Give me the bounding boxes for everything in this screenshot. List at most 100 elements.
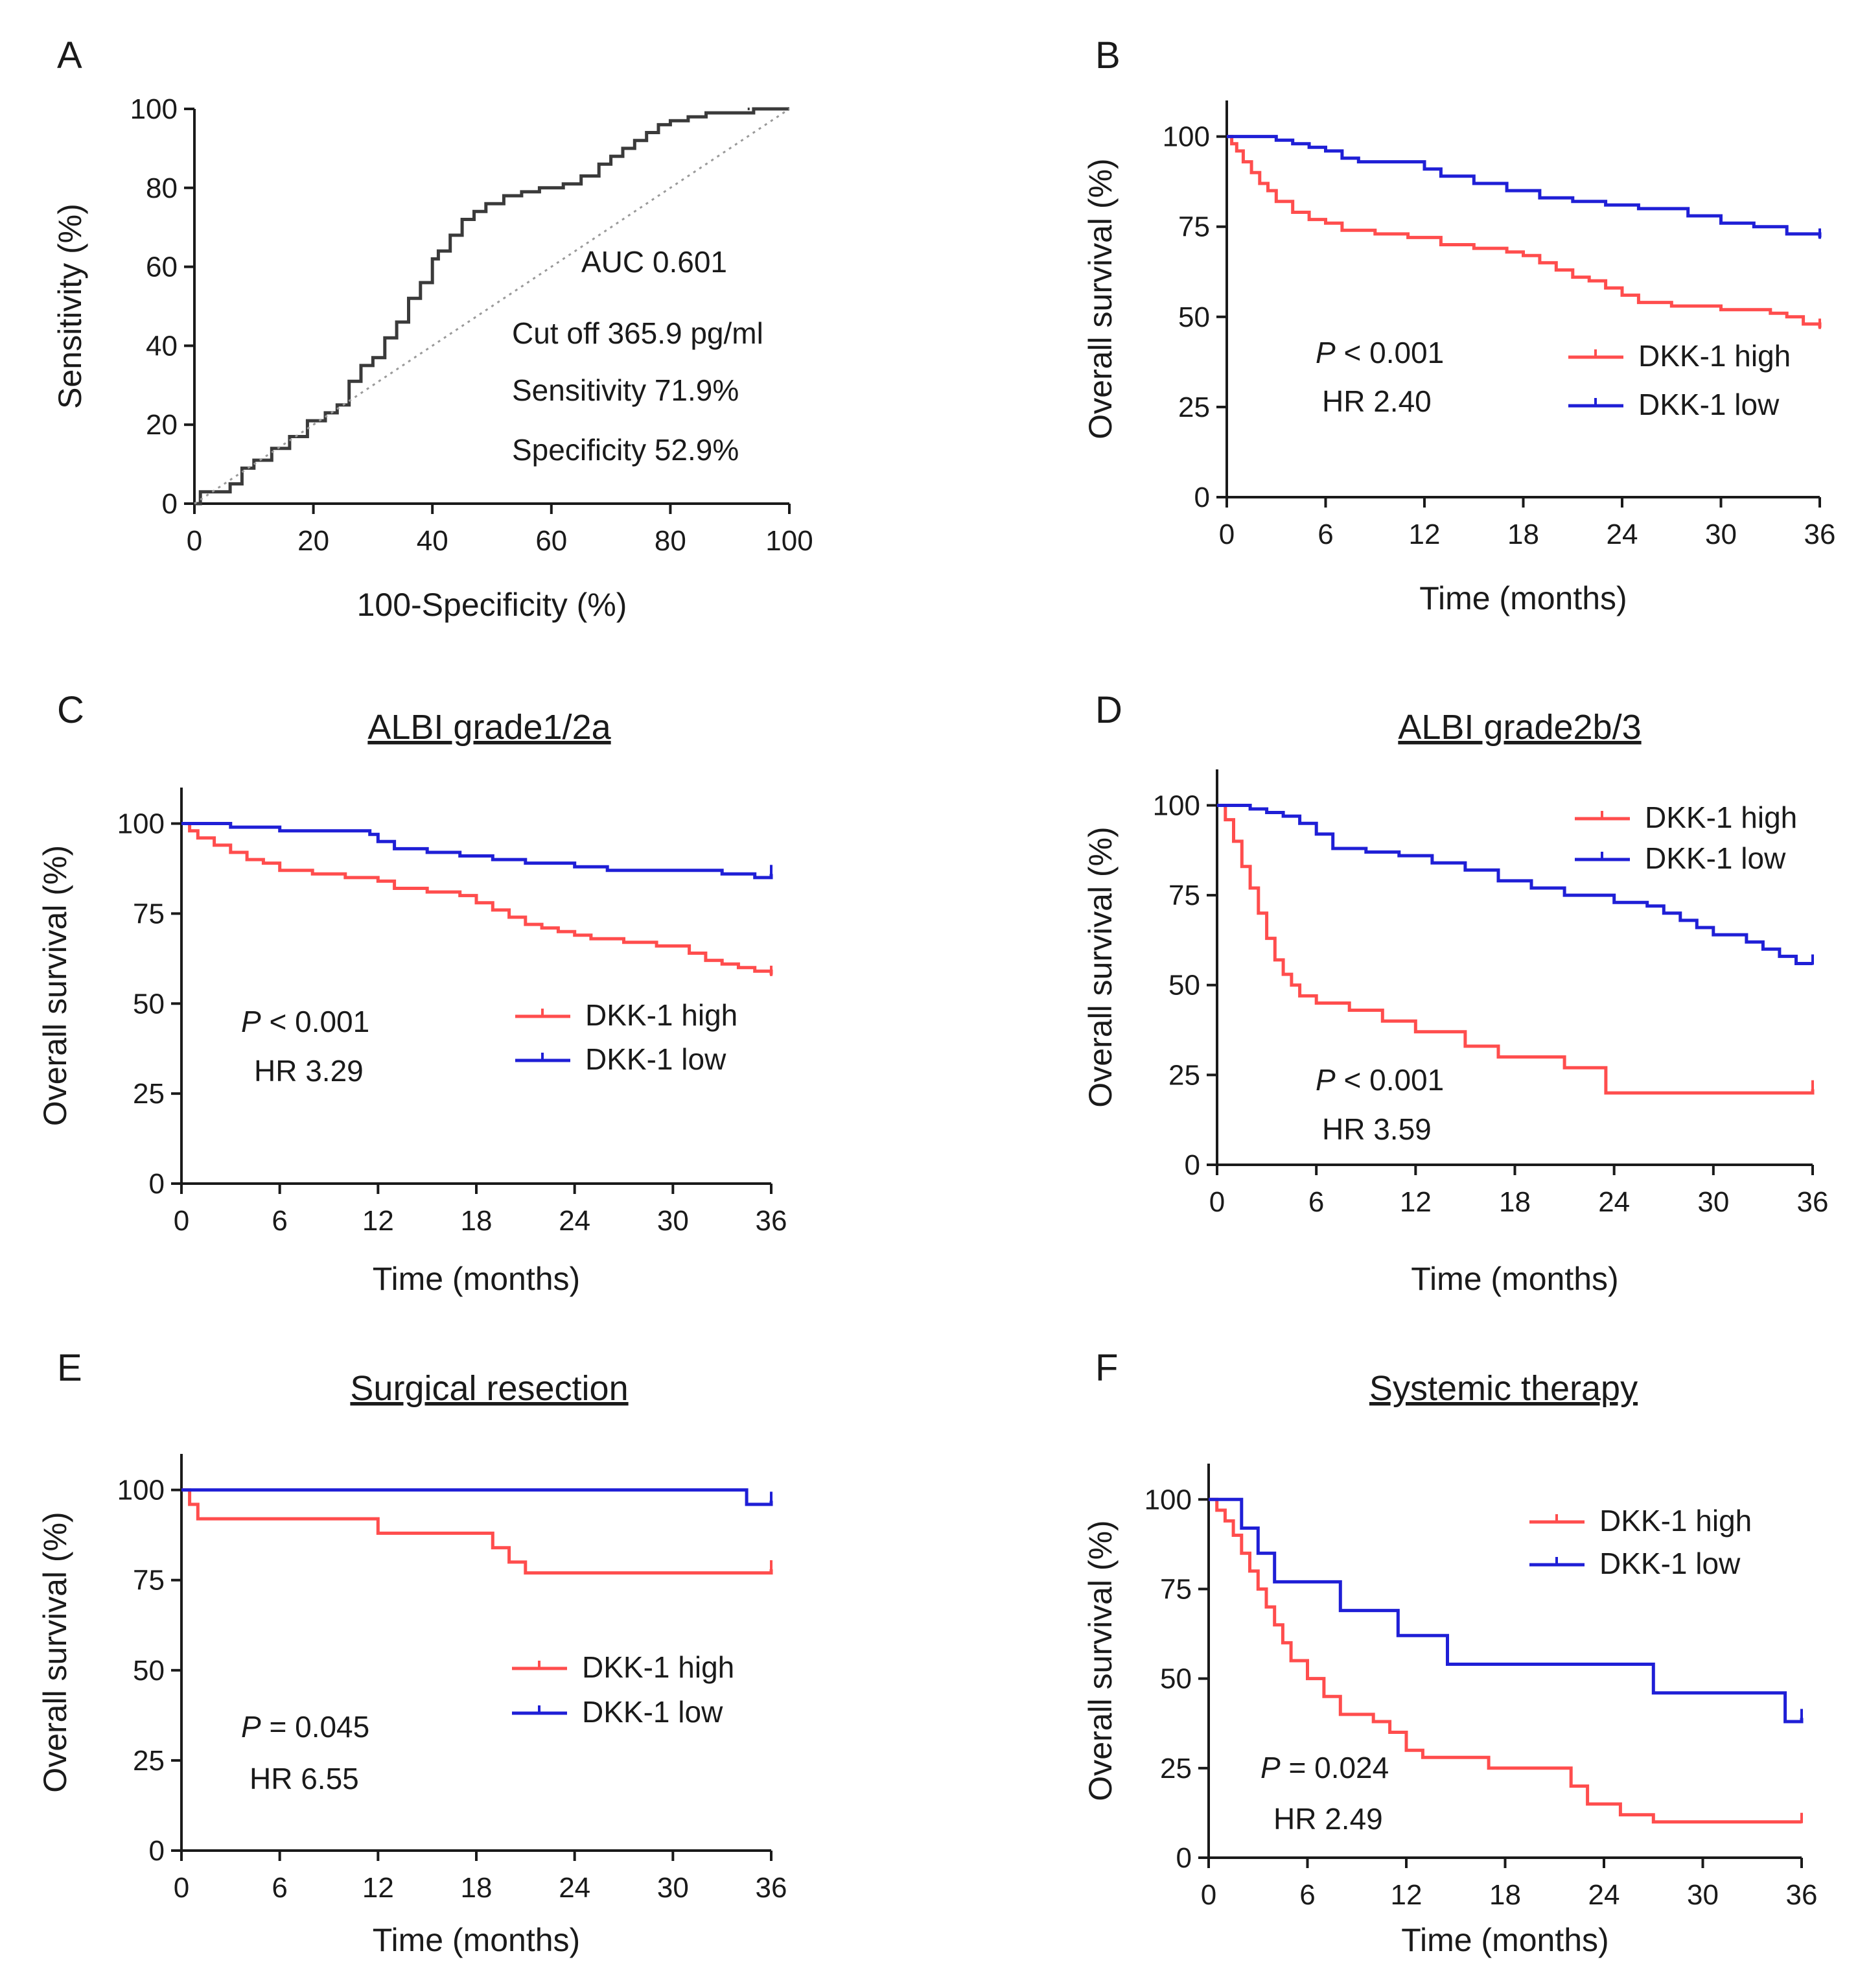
x-tick-label: 60 — [535, 525, 567, 557]
x-tick-label: 18 — [461, 1205, 493, 1237]
legend-label: DKK-1 high — [1599, 1504, 1752, 1538]
x-tick-label: 12 — [362, 1205, 394, 1237]
panel-a: A 0 20 40 60 80 100 0 20 40 60 80 100 100-Specificity… — [52, 34, 813, 623]
panel-e: E Surgical resection 0 6 12 18 24 30 36 0 25 50 75 10… — [37, 1347, 787, 1958]
y-axis-label: Overall survival (%) — [1082, 158, 1119, 439]
x-tick-label: 100 — [765, 525, 813, 557]
panel-title: ALBI grade2b/3 — [1398, 708, 1641, 747]
y-tick-label: 100 — [1153, 789, 1200, 821]
x-tick-label: 18 — [1507, 519, 1539, 550]
panel-letter: B — [1095, 34, 1121, 76]
x-tick-label: 6 — [272, 1872, 287, 1904]
legend-label: DKK-1 low — [582, 1695, 723, 1729]
roc-annotation: AUC 0.601 — [581, 245, 727, 279]
survival-curve-high — [181, 822, 773, 975]
x-axis-label: Time (months) — [1419, 580, 1627, 616]
x-tick-label: 30 — [1705, 519, 1737, 550]
p-symbol: P — [1316, 336, 1336, 369]
x-tick-label: 18 — [1499, 1186, 1531, 1218]
x-tick-label: 30 — [657, 1205, 689, 1237]
x-tick-label: 30 — [657, 1872, 689, 1904]
y-tick-label: 75 — [133, 1565, 165, 1596]
y-tick-label: 20 — [146, 409, 178, 441]
x-tick-label: 18 — [1489, 1879, 1521, 1911]
x-tick-label: 20 — [297, 525, 329, 557]
x-tick-label: 12 — [362, 1872, 394, 1904]
y-tick-label: 60 — [146, 251, 178, 283]
x-tick-label: 6 — [1318, 519, 1333, 550]
p-value: = 0.045 — [261, 1710, 370, 1744]
x-tick-label: 24 — [559, 1872, 590, 1904]
x-tick-label: 18 — [461, 1872, 493, 1904]
panel-f: F Systemic therapy 0 6 12 18 24 30 36 0 25 50 75 100 T… — [1082, 1347, 1817, 1958]
x-tick-label: 24 — [1588, 1879, 1620, 1911]
p-value-label: P = 0.024 — [1260, 1751, 1389, 1784]
x-tick-label: 36 — [1804, 519, 1836, 550]
x-tick-label: 0 — [1219, 519, 1235, 550]
p-value-label: P < 0.001 — [1316, 336, 1444, 369]
roc-curve — [194, 107, 789, 506]
survival-curve-low — [1217, 804, 1813, 965]
y-axis-label: Overall survival (%) — [1082, 1520, 1119, 1801]
y-tick-label: 25 — [133, 1745, 165, 1777]
p-symbol: P — [1316, 1063, 1336, 1097]
p-value: = 0.024 — [1281, 1751, 1389, 1784]
y-tick-label: 80 — [146, 172, 178, 204]
hazard-ratio-label: HR 6.55 — [250, 1762, 359, 1795]
roc-annotation: Cut off 365.9 pg/ml — [512, 316, 763, 350]
x-tick-label: 30 — [1687, 1879, 1719, 1911]
legend-label: DKK-1 low — [1645, 841, 1786, 875]
survival-curve-low — [1209, 1497, 1804, 1724]
y-tick-label: 25 — [1178, 392, 1210, 423]
legend-label: DKK-1 low — [1638, 388, 1780, 421]
reference-line — [194, 108, 790, 505]
legend-label: DKK-1 high — [585, 998, 737, 1032]
x-tick-label: 40 — [417, 525, 448, 557]
p-value: < 0.001 — [261, 1005, 370, 1038]
survival-curve-low — [1227, 135, 1822, 238]
y-tick-label: 50 — [1168, 970, 1200, 1001]
y-tick-label: 50 — [1160, 1663, 1192, 1695]
y-tick-label: 0 — [1185, 1149, 1200, 1181]
x-tick-label: 36 — [756, 1205, 787, 1237]
x-tick-label: 0 — [174, 1205, 189, 1237]
x-tick-label: 0 — [174, 1872, 189, 1904]
x-axis-label: Time (months) — [1401, 1922, 1608, 1958]
panel-b: B 0 6 12 18 24 30 36 0 25 50 75 100 Time (months) Over… — [1082, 34, 1835, 616]
panel-letter: F — [1095, 1347, 1118, 1389]
roc-annotation: Sensitivity 71.9% — [512, 373, 739, 407]
y-tick-label: 50 — [1178, 301, 1210, 333]
y-tick-label: 75 — [1178, 211, 1210, 243]
p-symbol: P — [241, 1710, 261, 1744]
survival-curve-high — [1217, 804, 1815, 1095]
panel-d: D ALBI grade2b/3 0 6 12 18 24 30 36 0 25 50 75 100 Tim… — [1082, 689, 1828, 1297]
p-value: < 0.001 — [1336, 1063, 1445, 1097]
x-axis-label: Time (months) — [1411, 1261, 1618, 1297]
x-tick-label: 24 — [1607, 519, 1638, 550]
y-axis-label: Overall survival (%) — [37, 1512, 73, 1792]
y-tick-label: 40 — [146, 330, 178, 362]
x-tick-label: 6 — [1308, 1186, 1324, 1218]
x-tick-label: 0 — [1201, 1879, 1216, 1911]
x-tick-label: 36 — [1797, 1186, 1829, 1218]
x-axis-label: Time (months) — [373, 1922, 580, 1958]
x-tick-label: 12 — [1409, 519, 1441, 550]
x-tick-label: 24 — [559, 1205, 590, 1237]
legend-label: DKK-1 low — [1599, 1547, 1741, 1580]
y-tick-label: 100 — [1163, 121, 1210, 153]
panel-title: Systemic therapy — [1369, 1369, 1638, 1408]
hazard-ratio-label: HR 3.59 — [1322, 1112, 1432, 1146]
y-tick-label: 100 — [117, 808, 165, 840]
y-tick-label: 0 — [1176, 1842, 1192, 1874]
x-tick-label: 30 — [1697, 1186, 1729, 1218]
x-tick-label: 24 — [1598, 1186, 1630, 1218]
survival-curve-low — [181, 822, 773, 880]
x-tick-label: 12 — [1391, 1879, 1423, 1911]
y-tick-label: 75 — [1160, 1573, 1192, 1605]
hazard-ratio-label: HR 3.29 — [254, 1054, 364, 1088]
legend-label: DKK-1 high — [1638, 339, 1791, 373]
p-value-label: P = 0.045 — [241, 1710, 369, 1744]
x-axis-label: 100-Specificity (%) — [357, 587, 627, 623]
y-tick-label: 50 — [133, 988, 165, 1020]
survival-curve-low — [181, 1488, 773, 1506]
